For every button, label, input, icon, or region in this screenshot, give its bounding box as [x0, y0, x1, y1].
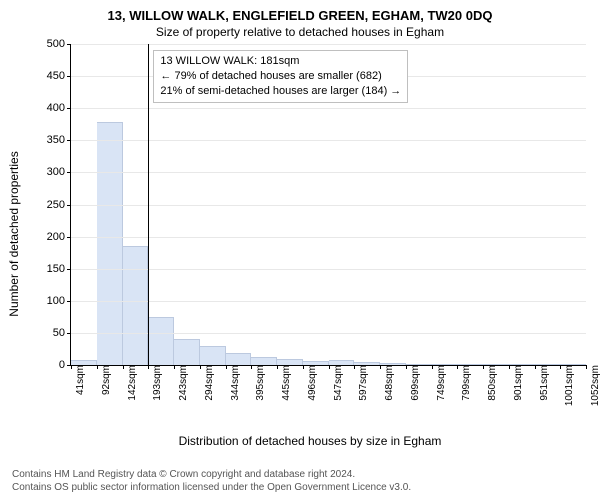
y-axis-label: Number of detached properties: [7, 151, 21, 316]
histogram-bar: [174, 339, 200, 365]
xtick-label: 92sqm: [97, 365, 112, 395]
xtick-label: 344sqm: [226, 365, 241, 401]
ytick-label: 50: [53, 327, 71, 339]
ytick-label: 500: [47, 38, 71, 50]
histogram-bar: [148, 317, 174, 365]
xtick-label: 1001sqm: [560, 365, 575, 406]
xtick-label: 799sqm: [457, 365, 472, 401]
xtick-label: 41sqm: [71, 365, 86, 395]
ytick-label: 450: [47, 70, 71, 82]
xtick-label: 951sqm: [535, 365, 550, 401]
ytick-label: 350: [47, 134, 71, 146]
ytick-label: 0: [59, 359, 71, 371]
annotation-line-2: ← 79% of detached houses are smaller (68…: [160, 69, 401, 84]
ytick-label: 250: [47, 199, 71, 211]
xtick-label: 648sqm: [380, 365, 395, 401]
xtick-label: 445sqm: [277, 365, 292, 401]
xtick-label: 294sqm: [200, 365, 215, 401]
xtick-label: 901sqm: [509, 365, 524, 401]
footer-line-1: Contains HM Land Registry data © Crown c…: [12, 469, 411, 482]
histogram-bar: [251, 357, 277, 365]
xtick-label: 850sqm: [483, 365, 498, 401]
ytick-label: 400: [47, 102, 71, 114]
ytick-label: 200: [47, 231, 71, 243]
plot-area: 05010015020025030035040045050041sqm92sqm…: [70, 44, 586, 366]
histogram-bar: [97, 122, 123, 365]
marker-line: [148, 44, 149, 365]
xtick-label: 1052sqm: [586, 365, 600, 406]
ytick-label: 150: [47, 263, 71, 275]
page-subtitle: Size of property relative to detached ho…: [0, 23, 600, 39]
x-axis-label: Distribution of detached houses by size …: [179, 434, 442, 448]
footer-line-2: Contains OS public sector information li…: [12, 482, 411, 495]
xtick-label: 243sqm: [174, 365, 189, 401]
chart-container: Number of detached properties 0501001502…: [30, 44, 590, 424]
xtick-label: 142sqm: [123, 365, 138, 401]
xtick-label: 193sqm: [148, 365, 163, 401]
page-title: 13, WILLOW WALK, ENGLEFIELD GREEN, EGHAM…: [0, 0, 600, 23]
ytick-label: 100: [47, 295, 71, 307]
annotation-box: 13 WILLOW WALK: 181sqm← 79% of detached …: [153, 50, 408, 103]
xtick-label: 597sqm: [354, 365, 369, 401]
xtick-label: 496sqm: [303, 365, 318, 401]
annotation-line-3: 21% of semi-detached houses are larger (…: [160, 84, 401, 99]
annotation-line-1: 13 WILLOW WALK: 181sqm: [160, 54, 401, 69]
histogram-bar: [200, 346, 226, 365]
histogram-bar: [123, 246, 149, 365]
histogram-bar: [226, 353, 252, 365]
xtick-label: 699sqm: [406, 365, 421, 401]
xtick-label: 395sqm: [251, 365, 266, 401]
footer-attribution: Contains HM Land Registry data © Crown c…: [12, 469, 411, 494]
ytick-label: 300: [47, 166, 71, 178]
xtick-label: 547sqm: [329, 365, 344, 401]
xtick-label: 749sqm: [432, 365, 447, 401]
